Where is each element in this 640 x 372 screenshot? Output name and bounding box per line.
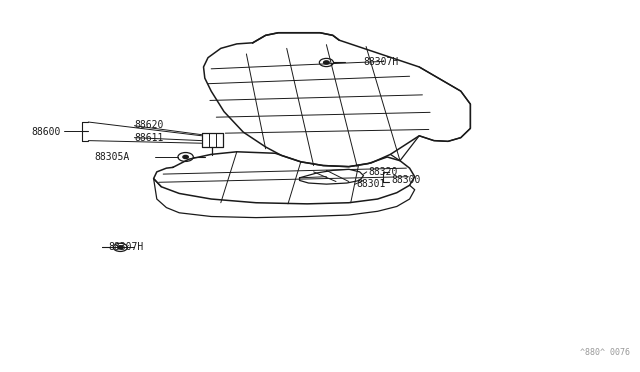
Text: 88305A: 88305A [95,152,130,162]
Circle shape [183,155,188,158]
Text: 88320: 88320 [368,167,397,177]
Text: ^880^ 0076: ^880^ 0076 [580,348,630,357]
Circle shape [324,61,329,64]
Text: 88307H: 88307H [363,58,398,67]
Text: 88611: 88611 [134,133,164,142]
Text: 88307H: 88307H [109,243,144,252]
Text: 88300: 88300 [392,176,421,185]
Text: 88600: 88600 [31,127,61,137]
Text: 88301: 88301 [356,179,386,189]
Text: 88620: 88620 [134,120,164,129]
Circle shape [118,246,123,249]
